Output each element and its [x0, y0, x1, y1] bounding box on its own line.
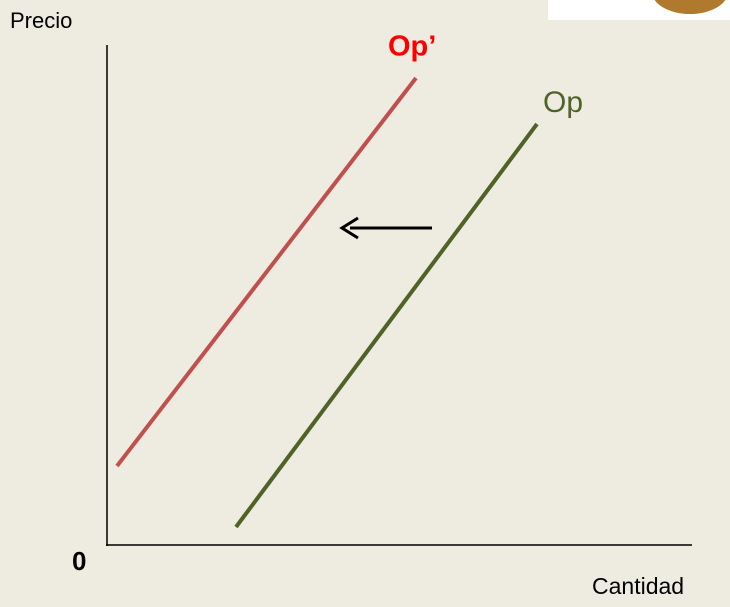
- logo: [654, 0, 726, 14]
- shift-arrow-head: [339, 216, 359, 240]
- x-axis-label: Cantidad: [592, 573, 684, 599]
- origin-label: 0: [72, 546, 86, 576]
- y-axis-label: Precio: [10, 8, 72, 33]
- supply-curve: [234, 122, 539, 529]
- curve-label: Op’: [388, 31, 436, 63]
- curve-label: Op: [543, 86, 583, 119]
- supply-curve-new: [115, 76, 418, 468]
